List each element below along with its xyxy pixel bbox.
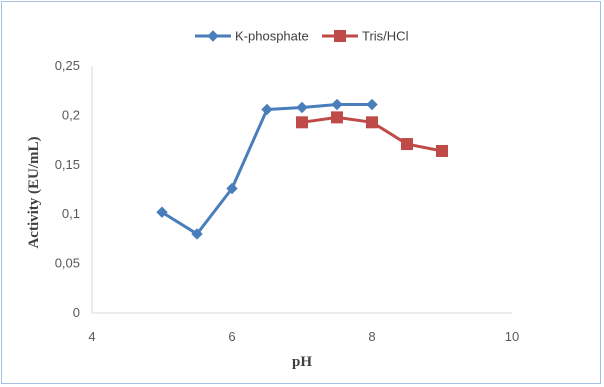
x-tick-label: 6 — [228, 329, 235, 344]
tris-hcl-point — [366, 116, 378, 129]
y-tick-label: 0,1 — [62, 206, 80, 221]
axes — [91, 66, 512, 314]
legend-item-tris-hcl: Tris/HCl — [322, 29, 409, 44]
k-phosphate-point — [226, 182, 238, 195]
tris-hcl-point — [401, 138, 413, 151]
x-tick-labels: 4 6 8 10 — [88, 329, 519, 344]
tris-hcl-point — [436, 144, 448, 157]
y-axis-title: Activity (EU/mL) — [26, 136, 42, 248]
y-tick-label: 0,2 — [62, 107, 80, 122]
k-phosphate-point — [331, 98, 343, 111]
tris-hcl-point — [331, 111, 343, 124]
series-layer — [156, 98, 448, 240]
k-phosphate-point — [156, 206, 168, 218]
legend-k-phosphate-point — [207, 30, 219, 42]
series-tris-hcl — [296, 111, 448, 157]
k-phosphate-point — [191, 228, 203, 240]
k-phosphate-point — [366, 98, 378, 111]
legend-item-k-phosphate: K-phosphate — [195, 29, 309, 44]
series-k-phosphate — [156, 98, 378, 240]
legend-label: K-phosphate — [235, 29, 309, 44]
y-tick-label: 0 — [73, 305, 80, 320]
y-tick-label: 0,25 — [55, 58, 80, 73]
y-tick-labels: 0 0,05 0,1 0,15 0,2 0,25 — [55, 58, 80, 320]
tris-hcl-point — [296, 116, 308, 129]
legend: K-phosphate Tris/HCl — [195, 29, 409, 44]
x-axis-title: pH — [292, 354, 312, 370]
y-tick-label: 0,15 — [55, 157, 80, 172]
x-tick-label: 10 — [505, 329, 519, 344]
legend-tris-hcl-point — [334, 30, 346, 42]
k-phosphate-point — [296, 101, 308, 114]
y-tick-label: 0,05 — [55, 256, 80, 271]
legend-label: Tris/HCl — [362, 29, 409, 44]
x-tick-label: 4 — [88, 329, 95, 344]
series-line-k-phosphate — [160, 103, 374, 236]
k-phosphate-point — [261, 103, 273, 116]
x-tick-label: 8 — [368, 329, 375, 344]
